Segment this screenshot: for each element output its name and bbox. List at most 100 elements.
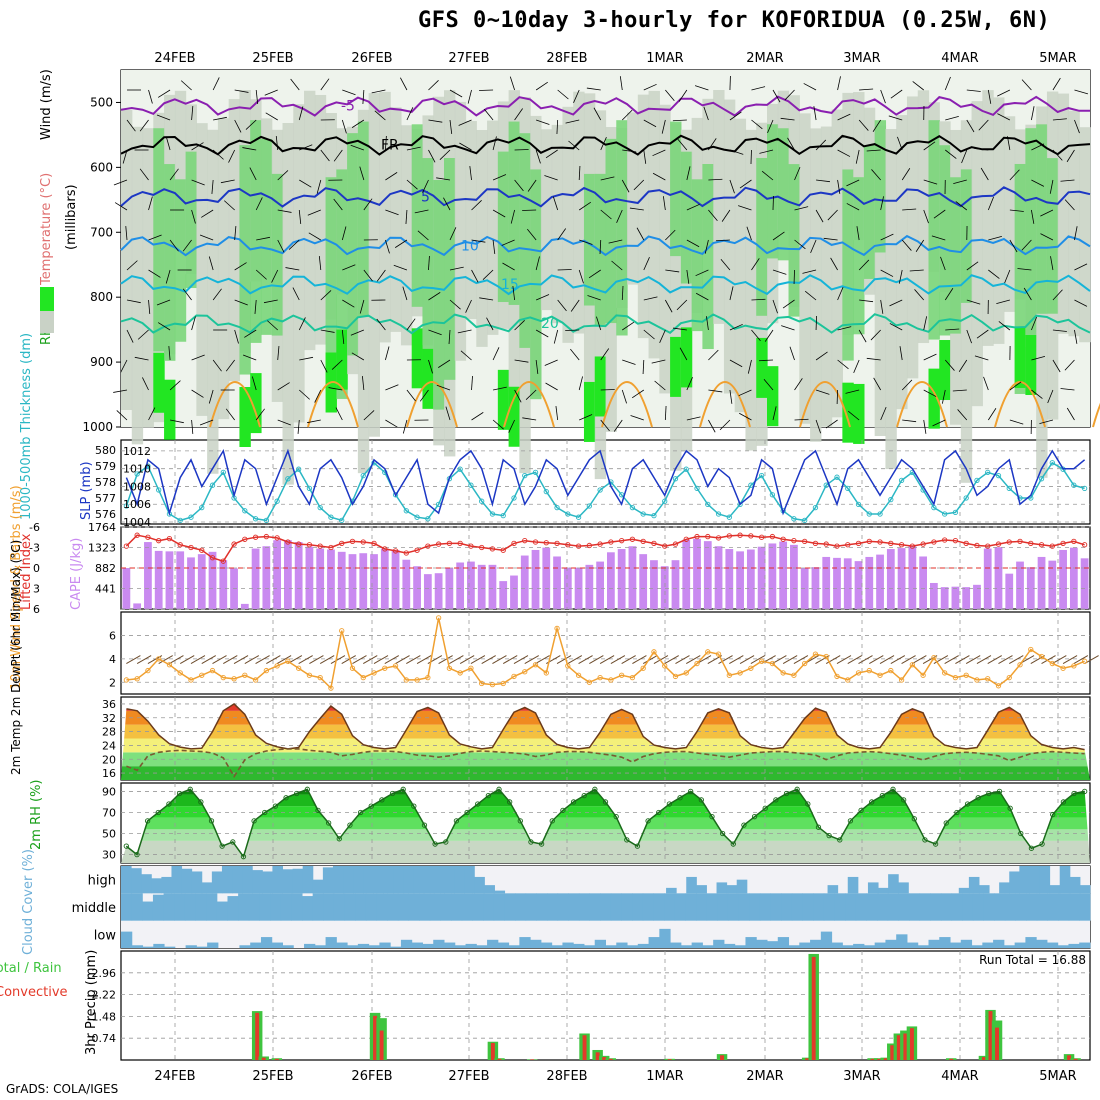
rh-shade-light [648,90,660,359]
wind-barb [955,201,968,211]
rh-shade-mid [680,151,693,284]
panel-frame-wind10m [120,611,1091,695]
cloud-bar-middle [727,893,740,921]
rh-series-point [964,801,971,807]
cloud-bar-low [853,943,865,948]
thickness-series-point [1006,485,1012,492]
cloud-bar-high [242,866,253,894]
wind-barb [902,419,917,423]
cape-bar [650,560,658,609]
cloud-bar-middle [440,893,452,921]
wind-barb [211,179,214,194]
rh-shade-mid [347,133,359,356]
wind-barb [751,329,761,341]
cape-bar [886,549,895,609]
lifted-index-series-point [285,539,291,545]
wind-barb [846,203,860,211]
wind-barb [661,119,666,134]
wind-speed-series-point [737,670,743,676]
wind-speed-series-point [855,670,862,676]
lifted-ylabel: Lifted Index CAPE (J/kg) [19,533,84,610]
rh-series-point [677,795,683,801]
wind-barb [1052,77,1061,91]
wind-barb [837,76,841,91]
cape-bar [790,544,798,609]
surface-wind-barb [212,655,227,664]
y-tick-label: 28 [102,726,116,739]
wind-barb [328,387,343,391]
date-label-bottom: 1MAR [646,1069,683,1084]
cloud-bar-low [799,942,811,948]
surface-wind-barb [869,655,884,664]
cloud-bar-high [1079,885,1091,894]
precip-conv-bar [602,1057,607,1060]
wind-barb [251,376,257,391]
cloud-bar-middle [1068,893,1080,921]
lifted-index-series-point [489,546,496,552]
wind-barb [508,419,515,433]
cloud-bar-high [252,870,263,894]
cape-bar [1069,547,1078,609]
rh-series-point [922,837,928,843]
rh-series-point [826,832,832,839]
lifted-index-series-point [791,538,797,544]
cloud-bar-high [716,882,728,894]
cape-bar [423,574,432,609]
cape-bar [843,558,852,609]
rh-ylabel: 2m RH (%) [29,779,44,850]
wind-barb [555,406,559,421]
cloud-bar-middle [483,893,495,921]
wind-speed-series-point [619,672,625,678]
wind-barb [465,299,472,313]
run-total-label: Run Total = 16.88 [979,953,1086,967]
wind-barb [1039,419,1054,425]
y-tick-label-right: 882 [95,562,116,575]
ylabel-temperature: Temperature (°C) [39,173,54,286]
wind-speed-series-point [726,672,732,678]
temp-band [121,752,1090,767]
precip-conv-bar [805,1058,810,1060]
cape-bar [219,560,228,609]
wind-barb [600,137,607,151]
warm-contour-line [799,381,851,428]
wind-speed-series-point [866,667,872,674]
lifted-index-series-point [511,540,517,547]
thickness-series-point [575,514,582,520]
thickness-series-point [457,466,463,472]
thickness-series-point [1071,482,1077,488]
slp-ylabel: 1000-500mb Thickness (dm) SLP (mb) [19,333,94,520]
y-tick-label: 24 [102,739,116,752]
wind-barb [331,359,343,370]
surface-wind-barb [524,655,539,664]
surface-wind-barb [201,655,216,664]
lifted-index-series-point [274,535,280,541]
wind-barb [643,257,650,271]
lifted-index-series-point [715,535,722,541]
rh-series-point [166,801,172,807]
wind-barb [654,380,666,391]
wind-barb [923,179,938,185]
wind-barb [837,113,851,121]
wind-barb [695,292,709,301]
wind-barb [621,389,627,404]
wind-barb [1023,287,1032,301]
y-tick-label: 1.48 [92,1010,117,1023]
wind-barb [679,347,688,361]
wind-barb [307,209,321,216]
cloud-bar-high [181,868,193,894]
wind-barb [514,319,525,331]
cloud-bar-middle [1004,893,1016,921]
cloud-bar-high [221,866,233,894]
wind-barb [643,149,647,164]
cloud-bar-high [444,866,455,894]
date-label-bottom: 28FEB [546,1069,587,1084]
rh-shade-mid [519,133,531,348]
cloud-bar-middle [642,893,654,921]
surface-wind-barb [330,655,346,664]
wind-speed-series-point [511,673,517,680]
lifted-index-series-point [705,533,711,540]
wind-barb [804,290,817,301]
cloud-bar-middle [983,893,995,921]
cloud-bar-low [562,942,574,948]
precip-conv-bar [608,1058,613,1060]
